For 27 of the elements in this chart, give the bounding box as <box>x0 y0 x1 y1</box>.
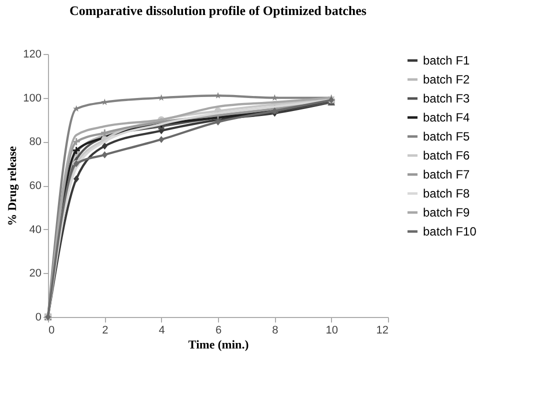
x-tick-label: 6 <box>215 324 222 336</box>
legend-label: batch F2 <box>423 72 470 86</box>
y-tick-label: 40 <box>29 224 42 236</box>
legend-label: batch F6 <box>423 148 470 162</box>
x-tick-label: 12 <box>376 324 388 336</box>
legend-label: batch F8 <box>423 186 470 200</box>
legend-label: batch F10 <box>423 224 477 238</box>
y-tick-label: 100 <box>23 92 42 104</box>
x-tick-label: 4 <box>158 324 165 336</box>
y-tick-label: 0 <box>35 312 42 324</box>
y-tick-label: 60 <box>29 180 42 192</box>
y-tick-label: 20 <box>29 268 42 280</box>
chart-title: Comparative dissolution profile of Optimized batches <box>70 3 366 18</box>
legend-label: batch F7 <box>423 168 470 182</box>
y-tick-label: 120 <box>23 48 42 60</box>
x-tick-label: 10 <box>326 324 338 336</box>
legend-label: batch F4 <box>423 110 470 124</box>
y-axis-title: % Drug release <box>5 145 20 226</box>
legend-label: batch F5 <box>423 130 470 144</box>
y-tick-label: 80 <box>29 136 42 148</box>
x-tick-label: 8 <box>272 324 278 336</box>
legend-label: batch F3 <box>423 92 470 106</box>
legend-label: batch F1 <box>423 54 470 68</box>
x-tick-label: 2 <box>102 324 108 336</box>
legend-label: batch F9 <box>423 206 470 220</box>
x-tick-label: 0 <box>48 324 55 336</box>
x-axis-title: Time (min.) <box>188 338 249 352</box>
